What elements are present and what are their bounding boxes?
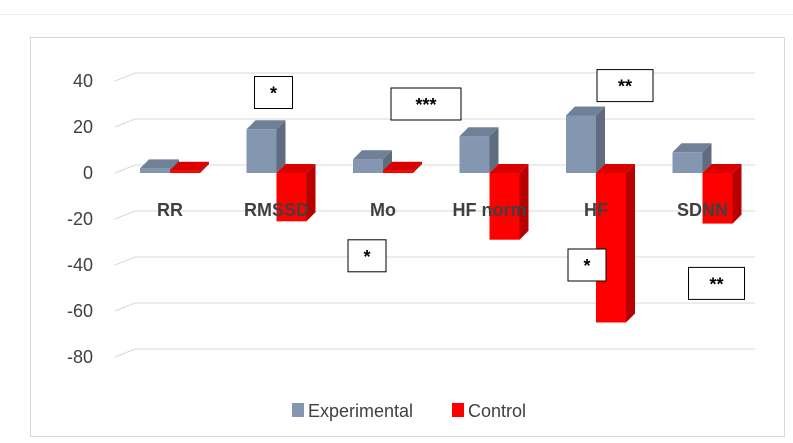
annotation-box: *** [390,87,462,121]
annotation-text: ** [709,274,723,294]
gridlines [114,72,755,358]
y-tick-label: -40 [67,255,93,275]
gridline-depth [114,210,136,220]
bar-top [672,143,712,153]
bar-front [383,170,413,173]
legend: Experimental Control [292,401,526,421]
annotation-border [596,69,654,103]
bar-experimental-hf-norm [459,127,499,173]
bar-control-mo [383,161,422,173]
bar-side [383,150,392,173]
legend-swatch [292,403,304,417]
bar-side [200,161,209,173]
category-label: Mo [370,200,396,220]
bar-experimental-rmssd [246,120,286,173]
legend-item-control: Control [452,401,526,421]
annotation-text: *** [415,95,436,115]
annotation-border [688,266,745,300]
bar-side [519,164,529,240]
bar-control-hf-norm [489,164,529,240]
annotation-box: * [347,239,387,273]
bar-top [566,106,605,116]
annotation-border [254,76,293,109]
gridline-depth [114,72,136,82]
bar-experimental-mo [353,150,392,173]
bar-front [140,168,170,173]
annotation-box: * [567,248,607,282]
bar-side [306,164,316,222]
bar-side [626,164,635,323]
annotation-box: * [254,76,293,109]
bar-control-rmssd [276,164,316,222]
top-border-line [0,14,793,15]
category-labels: RR RMSSD Mo HF norm HF SDNN [157,200,728,220]
significance-annotations: ********** [254,69,745,300]
legend-label: Experimental [308,401,413,421]
bar-side [489,127,499,173]
y-axis-ticks: 40 20 0 -20 -40 -60 -80 [67,71,93,367]
annotation-text: * [583,256,590,276]
bar-front [459,136,490,173]
bar-front [596,173,626,323]
category-label: HF [584,200,608,220]
bars [140,106,742,323]
annotation-text: * [363,247,370,267]
bar-side [413,161,422,173]
bar-front [702,173,733,224]
bar-control-sdnn [702,164,742,224]
y-tick-label: 0 [83,163,93,183]
gridline-depth [114,256,136,266]
bar-top [459,127,499,137]
bar-top [170,161,209,171]
y-tick-label: -80 [67,347,93,367]
bar-front [246,129,277,173]
bar-top [489,164,529,173]
legend-swatch [452,403,464,417]
bar-control-hf [596,164,635,323]
category-label: HF norm [453,200,527,220]
bar-side [732,164,742,224]
bar-control-rr [170,161,209,173]
annotation-box: ** [596,69,654,103]
annotation-border [567,248,607,282]
bar-top [276,164,316,173]
y-tick-label: 20 [73,117,93,137]
gridline-depth [114,348,136,358]
annotation-box: ** [688,266,745,300]
bar-top [140,159,179,169]
bar-front [276,173,307,222]
annotation-border [347,239,387,273]
bar-front [566,115,596,173]
category-label: RR [157,200,183,220]
annotation-text: * [270,84,277,104]
bar-top [353,150,392,160]
bar-experimental-hf [566,106,605,173]
bar-top [383,161,422,171]
bar-side [276,120,286,173]
bar-top [702,164,742,173]
bar-front [353,159,383,173]
bar-side [596,106,605,173]
y-tick-label: -60 [67,301,93,321]
gridline-depth [114,118,136,128]
legend-item-experimental: Experimental [292,401,413,421]
legend-label: Control [468,401,526,421]
category-label: RMSSD [244,200,309,220]
annotation-text: ** [618,77,632,97]
bar-experimental-sdnn [672,143,712,173]
bar-front [170,170,200,173]
bar-front [489,173,520,240]
bar-front [672,152,703,173]
gridline-depth [114,302,136,312]
category-label: SDNN [677,200,728,220]
bar-side [702,143,712,173]
gridline-depth [114,164,136,174]
annotation-border [390,87,462,121]
bar-top [246,120,286,130]
y-tick-label: -20 [67,209,93,229]
y-tick-label: 40 [73,71,93,91]
bar-top [596,164,635,173]
